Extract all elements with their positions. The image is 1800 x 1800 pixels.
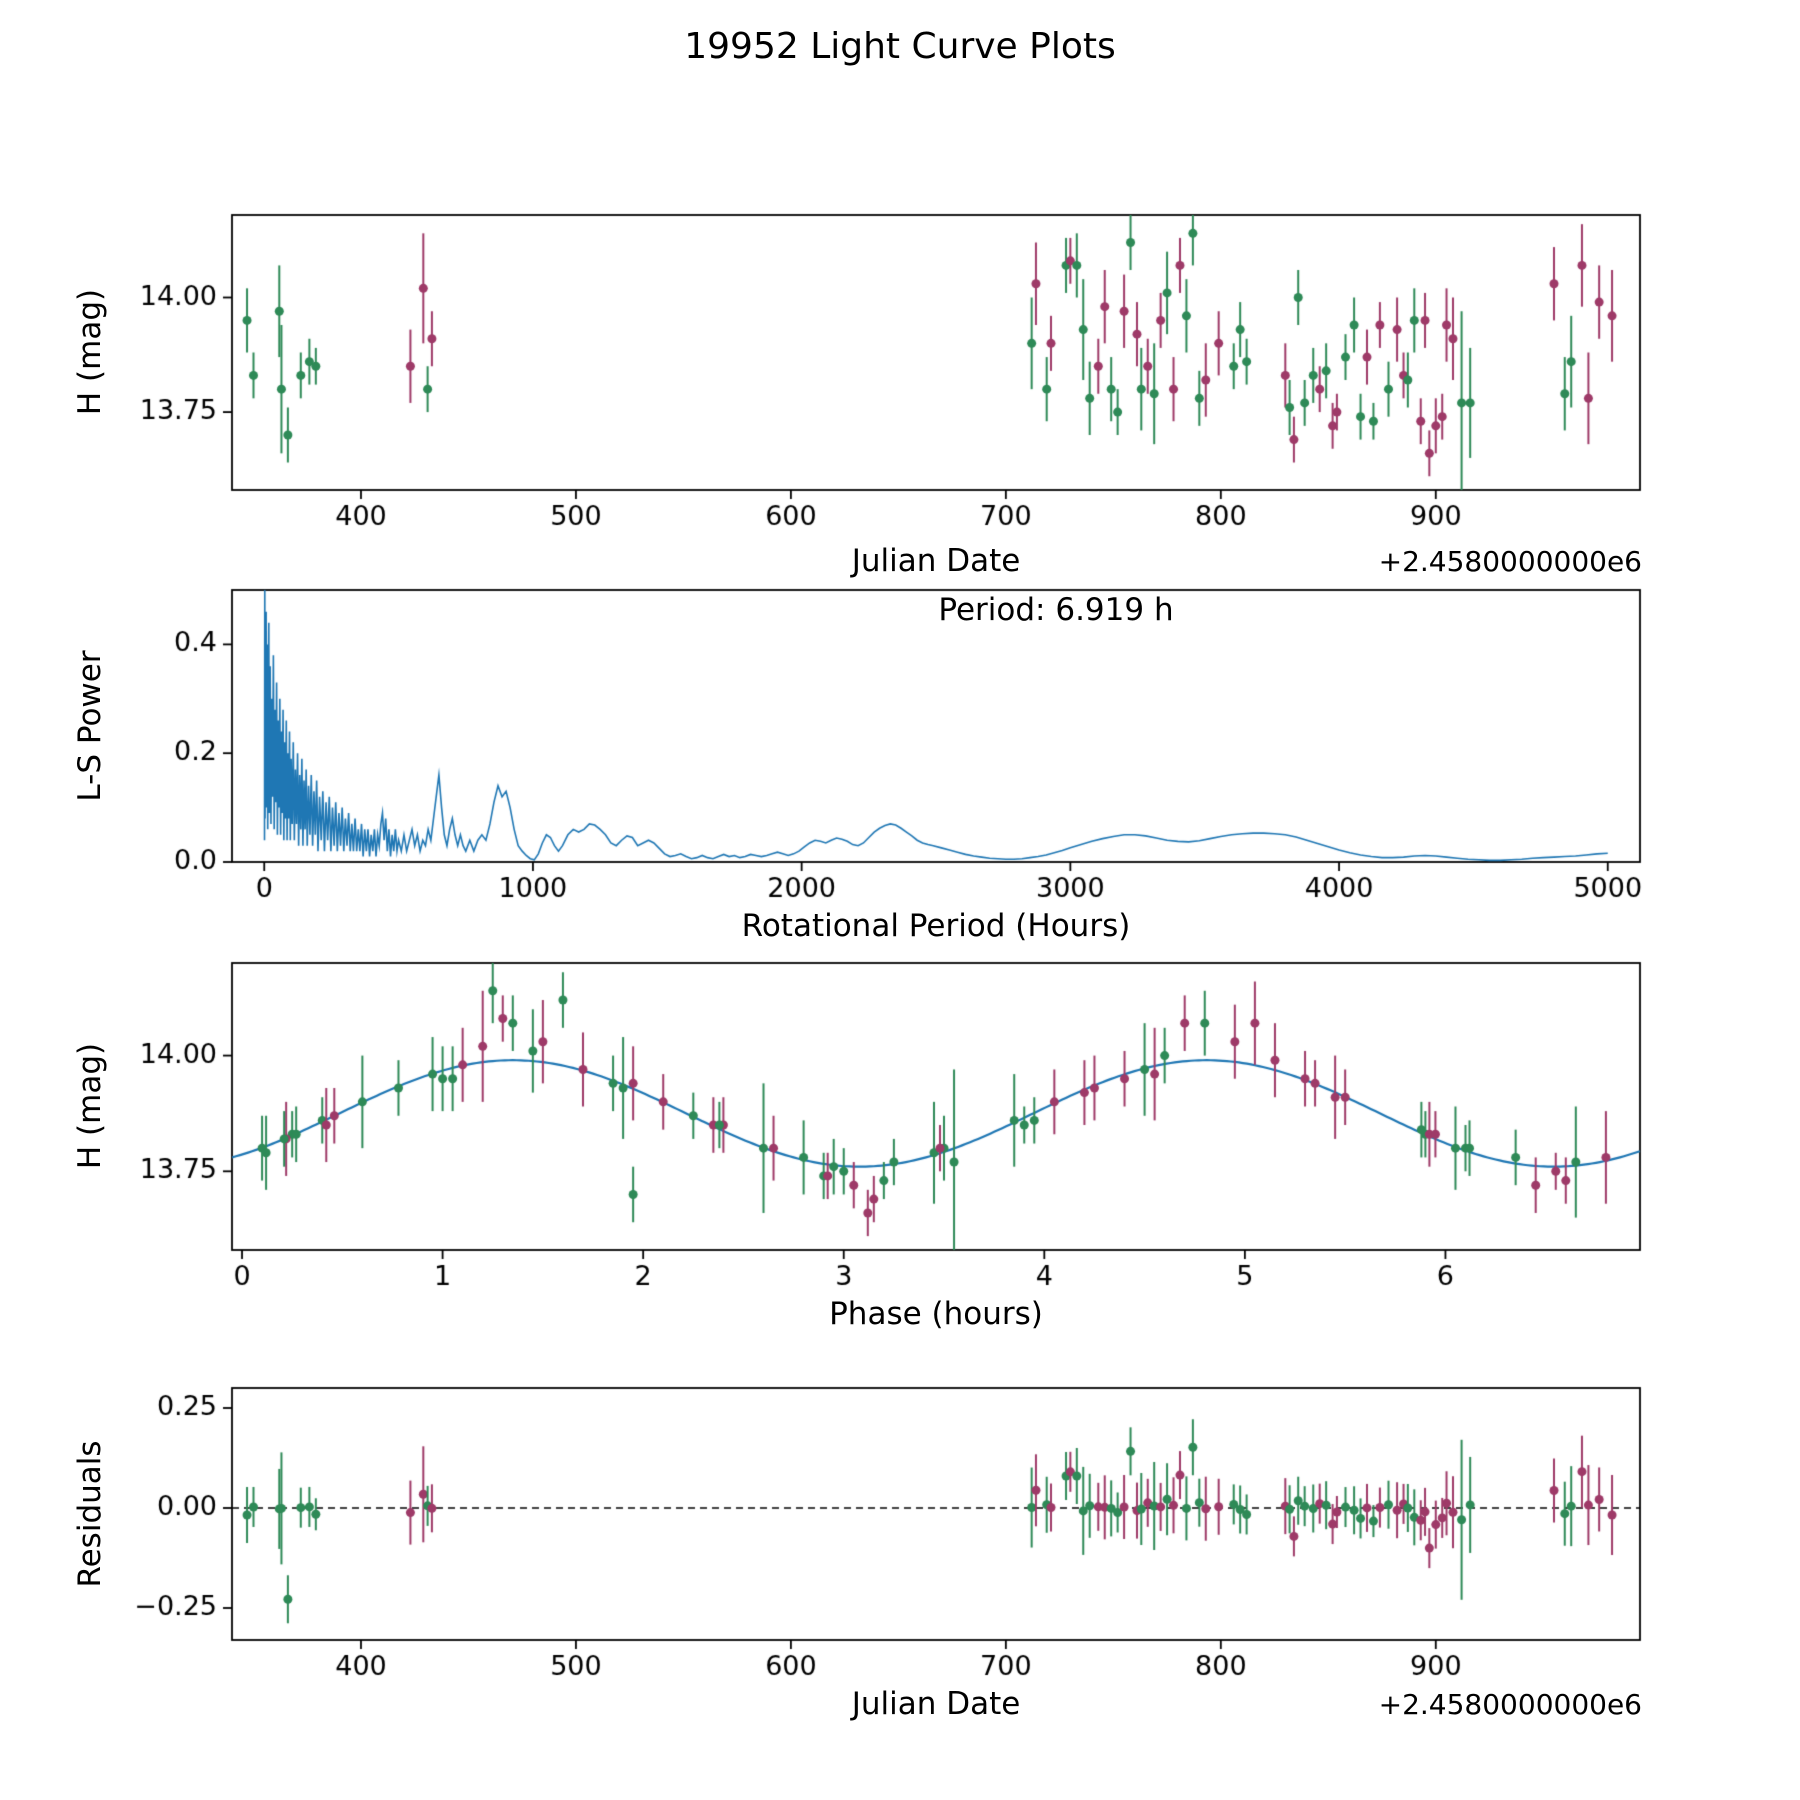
xlabel-phase-hours: Phase (hours) [829, 1296, 1043, 1332]
period-annotation: Period: 6.919 h [938, 592, 1174, 628]
ylabel-residuals: Residuals [72, 1440, 108, 1588]
figure-title: 19952 Light Curve Plots [684, 26, 1116, 67]
xlabel-julian-date-bottom: Julian Date [851, 1686, 1021, 1722]
ylabel-hmag-phase: H (mag) [72, 1042, 108, 1170]
x-offset-text-top: +2.4580000000e6 [1378, 545, 1642, 578]
xlabel-rotational-period: Rotational Period (Hours) [741, 908, 1131, 944]
xlabel-julian-date-top: Julian Date [851, 543, 1021, 579]
x-offset-text-bottom: +2.4580000000e6 [1378, 1688, 1642, 1721]
ylabel-ls-power: L-S Power [72, 650, 108, 802]
ylabel-hmag-lightcurve: H (mag) [72, 288, 108, 416]
